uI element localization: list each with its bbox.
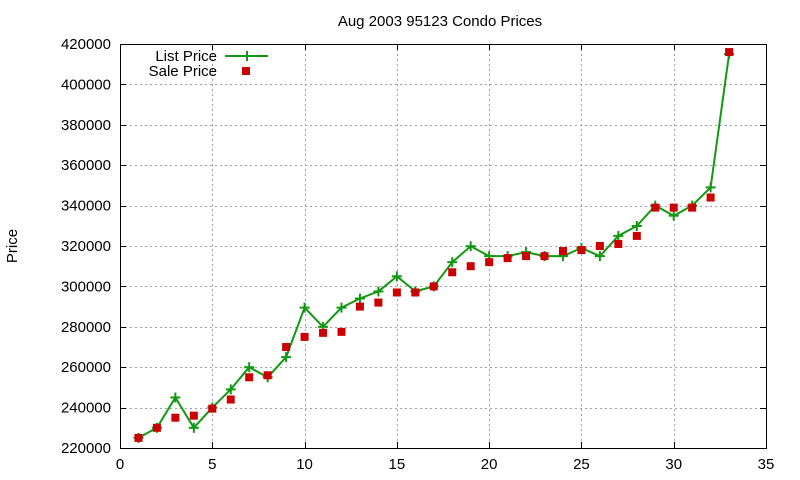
sale-price-point — [319, 328, 328, 337]
sale-price-point — [540, 252, 549, 261]
sale-price-point — [669, 203, 678, 212]
y-tick-label: 220000 — [61, 440, 111, 457]
y-tick-label: 380000 — [61, 117, 111, 134]
y-tick-label: 300000 — [61, 278, 111, 295]
list-price-point — [391, 271, 402, 282]
list-price-point — [613, 230, 624, 241]
sale-price-point — [374, 298, 383, 307]
list-price-point — [244, 362, 255, 373]
grid — [120, 44, 766, 448]
sale-price-point — [577, 246, 586, 255]
y-tick-label: 240000 — [61, 400, 111, 417]
sale-price-point — [282, 343, 291, 351]
series — [133, 48, 735, 443]
list-price-point — [336, 302, 347, 313]
list-price-point — [465, 241, 476, 252]
y-tick-label: 420000 — [61, 36, 111, 53]
list-price-point — [225, 384, 236, 395]
sale-price-point — [429, 282, 438, 291]
x-tick-label: 0 — [116, 456, 124, 473]
x-tick-label: 20 — [481, 456, 498, 473]
list-price-point — [447, 257, 458, 268]
sale-price-point — [245, 373, 254, 382]
legend-marker-sale-price — [242, 67, 250, 75]
sale-price-point — [226, 395, 235, 404]
x-tick-label: 35 — [758, 456, 775, 473]
sale-price-point — [651, 203, 660, 212]
list-price-point — [373, 286, 384, 297]
list-price-point — [668, 210, 679, 221]
legend-label-list-price: List Price — [155, 48, 217, 65]
sale-price-point — [411, 288, 420, 297]
y-tick-label: 340000 — [61, 198, 111, 215]
list-price-point — [188, 422, 199, 433]
plot-frame — [120, 44, 767, 449]
list-price-point — [705, 182, 716, 193]
y-tick-label: 260000 — [61, 359, 111, 376]
list-price-point — [170, 392, 181, 403]
y-tick-label: 360000 — [61, 157, 111, 174]
sale-price-point — [522, 252, 531, 261]
sale-price-point — [688, 203, 697, 212]
x-tick-label: 30 — [665, 456, 682, 473]
sale-price-point — [337, 327, 346, 336]
sale-price-point — [632, 231, 641, 240]
x-tick-label: 25 — [573, 456, 590, 473]
sale-price-point — [355, 302, 364, 311]
list-price-point — [299, 302, 310, 313]
sale-price-point — [171, 413, 180, 422]
sale-price-point — [134, 433, 143, 442]
sale-price-point — [263, 371, 272, 380]
sale-price-point — [448, 268, 457, 277]
sale-price-point — [208, 404, 217, 413]
sale-price-point — [392, 288, 401, 297]
legend-marker-list-price — [242, 51, 252, 61]
sale-price-point — [485, 258, 494, 267]
chart-title: Aug 2003 95123 Condo Prices — [338, 13, 542, 30]
sale-price-point — [558, 247, 567, 256]
y-axis-label: Price — [4, 229, 21, 263]
sale-price-point — [614, 239, 623, 248]
y-tick-label: 320000 — [61, 238, 111, 255]
list-price-point — [354, 293, 365, 304]
sale-price-point — [595, 242, 604, 250]
sale-price-point — [503, 254, 512, 263]
y-tick-label: 400000 — [61, 76, 111, 93]
x-tick-label: 15 — [389, 456, 406, 473]
legend-label-sale-price: Sale Price — [149, 63, 217, 80]
list-price-point — [281, 352, 292, 363]
sale-price-point — [152, 423, 161, 432]
x-tick-label: 10 — [296, 456, 313, 473]
x-tick-label: 5 — [208, 456, 216, 473]
legend: List Price Sale Price — [149, 48, 268, 80]
sale-price-point — [725, 48, 734, 57]
list-price-point — [594, 251, 605, 262]
sale-price-point — [466, 262, 475, 271]
sale-price-point — [189, 411, 198, 420]
list-price-point — [631, 221, 642, 232]
axis-ticks: 0 5 10 15 20 25 30 35 220000 240000 260000 280000 30… — [61, 36, 774, 473]
sale-price-point — [300, 332, 309, 341]
sale-price-point — [706, 193, 715, 202]
y-tick-label: 280000 — [61, 319, 111, 336]
